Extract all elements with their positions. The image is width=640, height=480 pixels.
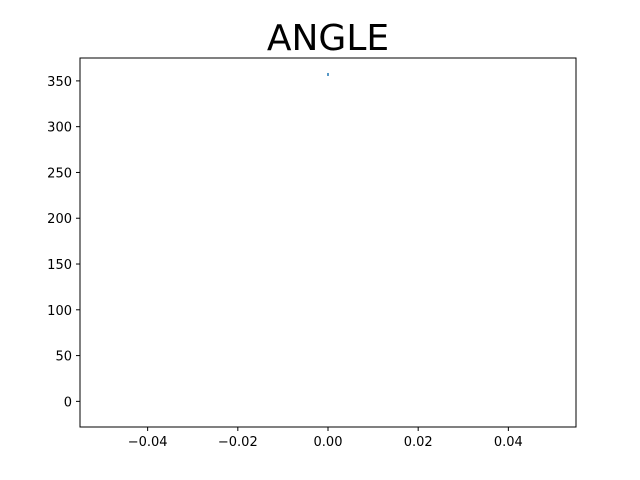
x-tick-label: 0.00	[314, 435, 343, 450]
x-tick-label: 0.02	[404, 435, 433, 450]
y-tick-label: 100	[47, 304, 72, 319]
chart-title: ANGLE	[267, 18, 389, 59]
y-tick-label: 0	[64, 395, 72, 410]
plot-marks	[327, 72, 329, 76]
y-tick-label: 200	[47, 212, 72, 227]
y-tick-label: 50	[55, 350, 72, 365]
y-axis: 0 50 100 150 200 250 300 350	[47, 75, 80, 410]
x-axis: −0.04 −0.02 0.00 0.02 0.04	[128, 427, 523, 450]
x-tick-label: 0.04	[494, 435, 523, 450]
y-tick-label: 250	[47, 166, 72, 181]
x-tick-label: −0.02	[218, 435, 258, 450]
data-point	[327, 72, 329, 76]
y-tick-label: 300	[47, 121, 72, 136]
y-tick-label: 350	[47, 75, 72, 90]
y-tick-label: 150	[47, 258, 72, 273]
plot-frame	[79, 57, 577, 428]
x-tick-label: −0.04	[128, 435, 168, 450]
